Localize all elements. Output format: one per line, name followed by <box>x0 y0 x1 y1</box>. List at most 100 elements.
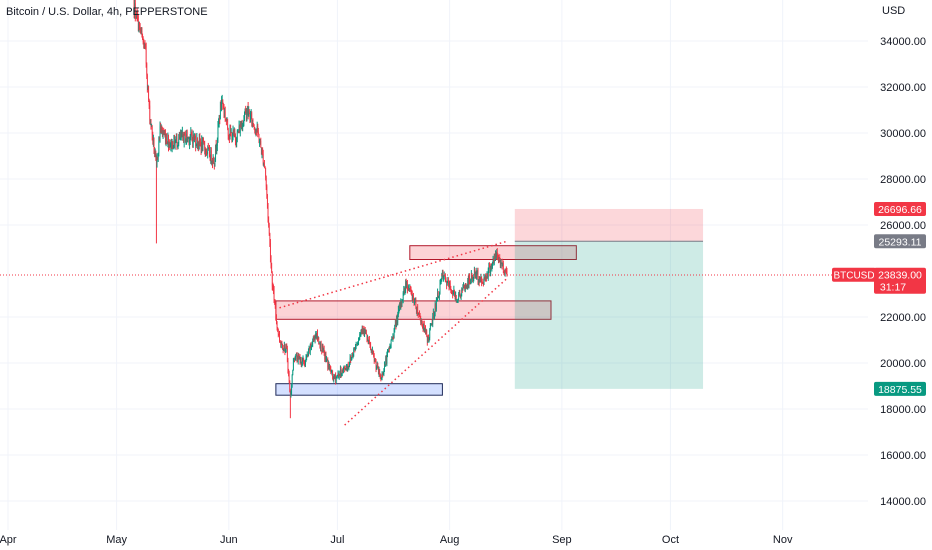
candle-body <box>277 327 279 329</box>
reward-zone[interactable] <box>514 241 704 389</box>
candle-body <box>387 351 389 352</box>
candle-body <box>408 288 409 291</box>
candle-body <box>252 119 254 124</box>
candle-body <box>288 370 289 374</box>
candle-body <box>430 323 432 326</box>
time-axis[interactable]: Apr May Jun Jul Aug Sep Oct Nov <box>0 534 793 546</box>
symbol-label-bg <box>832 267 876 282</box>
candle-body <box>429 325 431 330</box>
candle-body <box>371 349 373 352</box>
candle-body <box>464 284 466 290</box>
candle-body <box>483 282 484 285</box>
candle-body <box>255 130 257 133</box>
candle-body <box>153 138 154 142</box>
trendlines[interactable] <box>279 240 509 426</box>
candle-body <box>501 262 503 266</box>
candle-body <box>256 126 258 132</box>
candle-body <box>432 316 434 324</box>
candle-body <box>321 351 323 352</box>
candle-body <box>372 350 374 354</box>
candle-body <box>171 141 173 149</box>
candle-body <box>481 277 482 282</box>
candle-body <box>302 358 304 360</box>
lower-trendline[interactable] <box>344 277 509 426</box>
candle-body <box>341 374 342 377</box>
candle-body <box>484 276 485 279</box>
candle-body <box>410 287 411 289</box>
candle-body <box>419 315 421 318</box>
candle-body <box>391 338 393 341</box>
candle-body <box>245 109 247 110</box>
candle-body <box>278 334 280 335</box>
candle-body <box>413 299 415 305</box>
candle-body <box>421 320 423 325</box>
candle-body <box>239 124 241 133</box>
current-price-label: 23839.00 <box>878 270 922 282</box>
candle-body <box>216 145 218 150</box>
candle-body <box>162 128 163 134</box>
zone-support[interactable] <box>275 383 443 396</box>
candle-body <box>372 350 373 352</box>
price-tick-label: 16000.00 <box>880 450 926 462</box>
candle-body <box>154 152 156 155</box>
candle-body <box>456 301 458 303</box>
candle-body <box>175 137 177 141</box>
candle-body <box>344 367 346 369</box>
candle-body <box>460 295 461 297</box>
candle-body <box>478 279 479 282</box>
candle-body <box>364 329 366 334</box>
candle-body <box>434 314 435 318</box>
candle-body <box>240 124 242 128</box>
zone-resistance-lower[interactable] <box>275 300 552 320</box>
candle-body <box>249 113 251 121</box>
candle-body <box>467 279 469 288</box>
candle-body <box>385 358 387 365</box>
candle-body <box>219 117 221 119</box>
candle-body <box>291 375 293 387</box>
candle-body <box>355 344 357 346</box>
candle-body <box>265 168 266 178</box>
short-position-tool[interactable] <box>514 208 704 389</box>
price-labels: 26696.66 25293.11 18875.55 BTCUSD 23839.0031… <box>832 201 926 396</box>
candle-body <box>139 23 140 25</box>
time-tick-label: Aug <box>440 534 460 546</box>
candle-body <box>212 157 214 164</box>
candle-body <box>299 356 300 358</box>
candle-body <box>248 111 250 115</box>
candle-body <box>347 364 349 371</box>
candle-body <box>359 333 361 339</box>
candle-body <box>223 104 224 109</box>
candle-body <box>347 364 349 368</box>
candle-body <box>385 358 387 364</box>
candle-body <box>198 137 200 146</box>
candle-body <box>332 376 334 380</box>
candle-body <box>324 352 326 360</box>
candle-body <box>315 333 317 336</box>
candle-body <box>433 311 435 318</box>
candle-body <box>157 153 159 159</box>
candle-body <box>305 357 307 362</box>
candle-body <box>502 262 504 272</box>
candle-body <box>428 337 430 339</box>
candle-body <box>294 359 296 360</box>
candle-body <box>366 332 367 335</box>
candle-body <box>287 360 289 371</box>
price-axis[interactable]: USD 34000.00 32000.00 30000.00 28000.00 2600… <box>880 5 926 508</box>
candle-body <box>281 343 283 345</box>
candle-body <box>378 370 380 374</box>
upper-trendline[interactable] <box>279 240 508 309</box>
candle-body <box>399 304 400 309</box>
candle-body <box>141 30 143 36</box>
candle-body <box>422 324 424 330</box>
candle-body <box>183 137 184 143</box>
candle-body <box>267 194 268 206</box>
candle-body <box>211 161 213 163</box>
candle-body <box>315 333 317 338</box>
candle-body <box>180 134 181 137</box>
risk-zone[interactable] <box>514 208 704 242</box>
candle-body <box>262 150 263 154</box>
candle-body <box>352 356 354 357</box>
candle-body <box>363 329 365 334</box>
